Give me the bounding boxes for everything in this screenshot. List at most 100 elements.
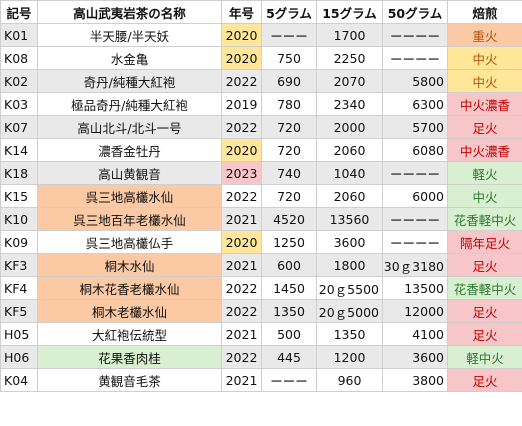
table-row[interactable]: KF5 桐木老欉水仙 2022 1350 20ｇ5000 12000 足火 [0, 299, 522, 323]
cell-code: K03 [0, 92, 38, 116]
cell-name: 高山北斗/北斗一号 [37, 115, 222, 139]
header-15g: 15グラム [316, 0, 383, 24]
header-year: 年号 [221, 0, 262, 24]
cell-15g: 2000 [316, 115, 383, 139]
table-row[interactable]: K09 呉三地高欉仏手 2020 1250 3600 ーーーー 隔年足火 [0, 230, 522, 254]
cell-name: 呉三地高欉水仙 [37, 184, 222, 208]
cell-roast: 重火 [447, 23, 522, 47]
cell-year: 2022 [221, 184, 262, 208]
cell-50g: 13500 [382, 276, 448, 300]
cell-roast: 足火 [447, 253, 522, 277]
cell-roast: 中火濃香 [447, 138, 522, 162]
cell-15g: 2070 [316, 69, 383, 93]
cell-year: 2022 [221, 345, 262, 369]
cell-roast: 花香軽中火 [447, 276, 522, 300]
cell-name: 高山黄観音 [37, 161, 222, 185]
cell-code: K08 [0, 46, 38, 70]
cell-5g: 1250 [261, 230, 317, 254]
cell-roast: 中火 [447, 46, 522, 70]
cell-50g: ーーーー [382, 23, 448, 47]
cell-5g: 500 [261, 322, 317, 346]
cell-50g: 6000 [382, 184, 448, 208]
table-row[interactable]: K18 高山黄観音 2023 740 1040 ーーーー 軽火 [0, 161, 522, 185]
header-row: 記号 高山武夷岩茶の名称 年号 5グラム 15グラム 50グラム 焙煎 [0, 0, 522, 24]
cell-50g: ーーーー [382, 161, 448, 185]
table-row[interactable]: K02 奇丹/純種大紅袍 2022 690 2070 5800 中火 [0, 69, 522, 93]
cell-code: KF3 [0, 253, 38, 277]
cell-5g: ーーー [261, 23, 317, 47]
table-row[interactable]: H05 大紅袍伝統型 2021 500 1350 4100 足火 [0, 322, 522, 346]
cell-15g: 2060 [316, 184, 383, 208]
cell-5g: 1350 [261, 299, 317, 323]
cell-15g: 1350 [316, 322, 383, 346]
table-row[interactable]: K07 高山北斗/北斗一号 2022 720 2000 5700 足火 [0, 115, 522, 139]
header-code: 記号 [0, 0, 38, 24]
cell-name: 桐木水仙 [37, 253, 222, 277]
cell-50g: ーーーー [382, 230, 448, 254]
cell-year: 2021 [221, 207, 262, 231]
cell-code: KF4 [0, 276, 38, 300]
cell-code: K10 [0, 207, 38, 231]
cell-name: 水金亀 [37, 46, 222, 70]
cell-15g: 3600 [316, 230, 383, 254]
cell-5g: 445 [261, 345, 317, 369]
cell-roast: 中火濃香 [447, 92, 522, 116]
cell-5g: 720 [261, 115, 317, 139]
header-name: 高山武夷岩茶の名称 [37, 0, 222, 24]
cell-15g: 1200 [316, 345, 383, 369]
cell-year: 2021 [221, 322, 262, 346]
table-row[interactable]: K08 水金亀 2020 750 2250 ーーーー 中火 [0, 46, 522, 70]
cell-name: 花果香肉桂 [37, 345, 222, 369]
table-row[interactable]: K15 呉三地高欉水仙 2022 720 2060 6000 中火 [0, 184, 522, 208]
cell-5g: 720 [261, 138, 317, 162]
table-row[interactable]: H06 花果香肉桂 2022 445 1200 3600 軽中火 [0, 345, 522, 369]
cell-15g: 13560 [316, 207, 383, 231]
cell-5g: ーーー [261, 368, 317, 392]
cell-roast: 中火 [447, 69, 522, 93]
cell-year: 2020 [221, 230, 262, 254]
table-row[interactable]: K04 黄観音毛茶 2021 ーーー 960 3800 足火 [0, 368, 522, 392]
cell-15g: 2340 [316, 92, 383, 116]
table-row[interactable]: KF4 桐木花香老欉水仙 2022 1450 20ｇ5500 13500 花香軽… [0, 276, 522, 300]
cell-5g: 4520 [261, 207, 317, 231]
cell-50g: 30ｇ3180 [382, 253, 448, 277]
cell-15g: 1800 [316, 253, 383, 277]
tea-price-table: 記号 高山武夷岩茶の名称 年号 5グラム 15グラム 50グラム 焙煎 K01 … [0, 0, 522, 392]
table-row[interactable]: K03 極品奇丹/純種大紅袍 2019 780 2340 6300 中火濃香 [0, 92, 522, 116]
cell-year: 2020 [221, 23, 262, 47]
cell-code: K02 [0, 69, 38, 93]
table-row[interactable]: K10 呉三地百年老欉水仙 2021 4520 13560 ーーーー 花香軽中火 [0, 207, 522, 231]
cell-name: 半天腰/半天妖 [37, 23, 222, 47]
cell-year: 2019 [221, 92, 262, 116]
cell-roast: 足火 [447, 299, 522, 323]
cell-15g: 1700 [316, 23, 383, 47]
table-row[interactable]: K01 半天腰/半天妖 2020 ーーー 1700 ーーーー 重火 [0, 23, 522, 47]
cell-code: K04 [0, 368, 38, 392]
cell-15g: 960 [316, 368, 383, 392]
cell-15g: 2250 [316, 46, 383, 70]
cell-year: 2023 [221, 161, 262, 185]
cell-15g: 20ｇ5500 [316, 276, 383, 300]
cell-name: 呉三地高欉仏手 [37, 230, 222, 254]
cell-code: K09 [0, 230, 38, 254]
cell-year: 2020 [221, 46, 262, 70]
cell-roast: 軽火 [447, 161, 522, 185]
header-5g: 5グラム [261, 0, 317, 24]
cell-50g: 6080 [382, 138, 448, 162]
cell-name: 奇丹/純種大紅袍 [37, 69, 222, 93]
cell-50g: 5800 [382, 69, 448, 93]
cell-name: 桐木老欉水仙 [37, 299, 222, 323]
cell-roast: 花香軽中火 [447, 207, 522, 231]
cell-year: 2021 [221, 253, 262, 277]
cell-year: 2022 [221, 276, 262, 300]
cell-code: K07 [0, 115, 38, 139]
cell-5g: 1450 [261, 276, 317, 300]
cell-50g: 4100 [382, 322, 448, 346]
cell-50g: 3800 [382, 368, 448, 392]
cell-5g: 780 [261, 92, 317, 116]
cell-year: 2022 [221, 115, 262, 139]
table-row[interactable]: KF3 桐木水仙 2021 600 1800 30ｇ3180 足火 [0, 253, 522, 277]
table-row[interactable]: K14 濃香金牡丹 2020 720 2060 6080 中火濃香 [0, 138, 522, 162]
cell-code: K15 [0, 184, 38, 208]
cell-name: 濃香金牡丹 [37, 138, 222, 162]
